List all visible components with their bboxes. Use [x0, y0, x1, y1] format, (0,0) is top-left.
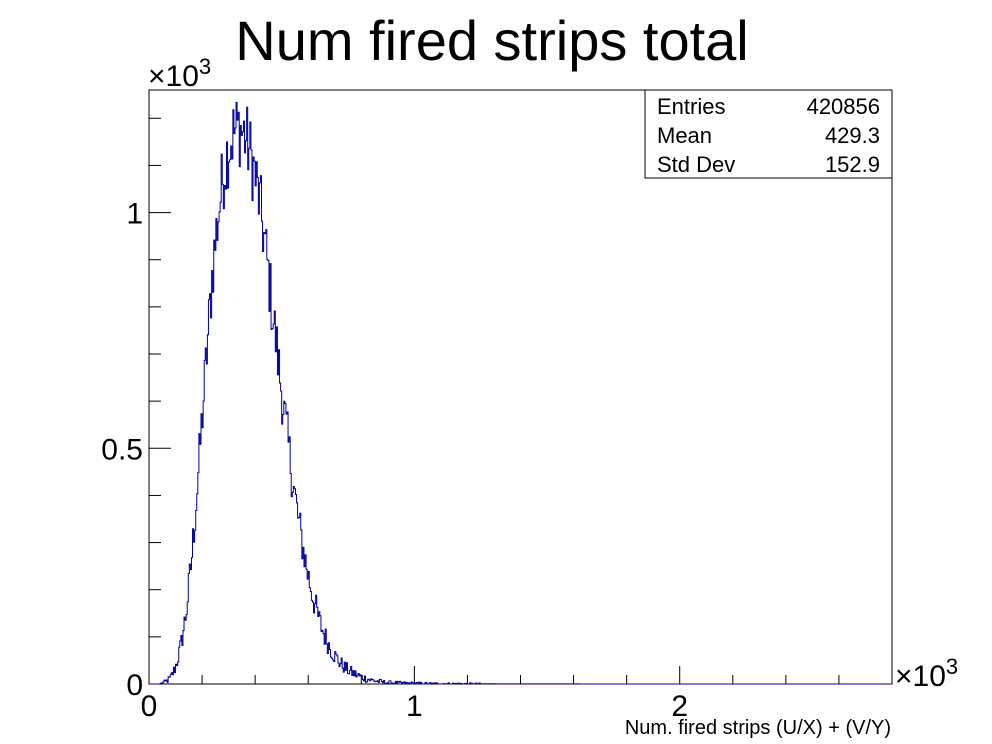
- y-axis-multiplier: ×103: [148, 54, 211, 93]
- axis-ticks: [148, 117, 840, 685]
- chart-title: Num fired strips total: [235, 9, 749, 72]
- x-axis-multiplier: ×103: [895, 654, 958, 693]
- stats-label: Std Dev: [657, 152, 735, 177]
- stats-box: Entries 420856 Mean 429.3 Std Dev 152.9: [644, 89, 893, 179]
- tick-labels: 0 0.5 1 0 1 2: [101, 198, 688, 723]
- stats-label: Mean: [657, 123, 712, 148]
- x-tick-label: 2: [671, 690, 688, 723]
- y-tick-label: 0: [126, 669, 143, 702]
- y-tick-label: 1: [126, 198, 143, 231]
- stats-label: Entries: [657, 94, 725, 119]
- x-tick-label: 1: [406, 690, 423, 723]
- series-group: [149, 101, 892, 685]
- histogram-series-line: [149, 101, 892, 685]
- stats-value: 152.9: [825, 152, 880, 177]
- y-tick-label: 0.5: [101, 433, 143, 466]
- x-tick-label: 0: [141, 690, 158, 723]
- stats-value: 429.3: [825, 123, 880, 148]
- stats-box-frame: [644, 89, 893, 179]
- x-axis-label: Num. fired strips (U/X) + (V/Y): [625, 717, 891, 739]
- stats-value: 420856: [807, 94, 880, 119]
